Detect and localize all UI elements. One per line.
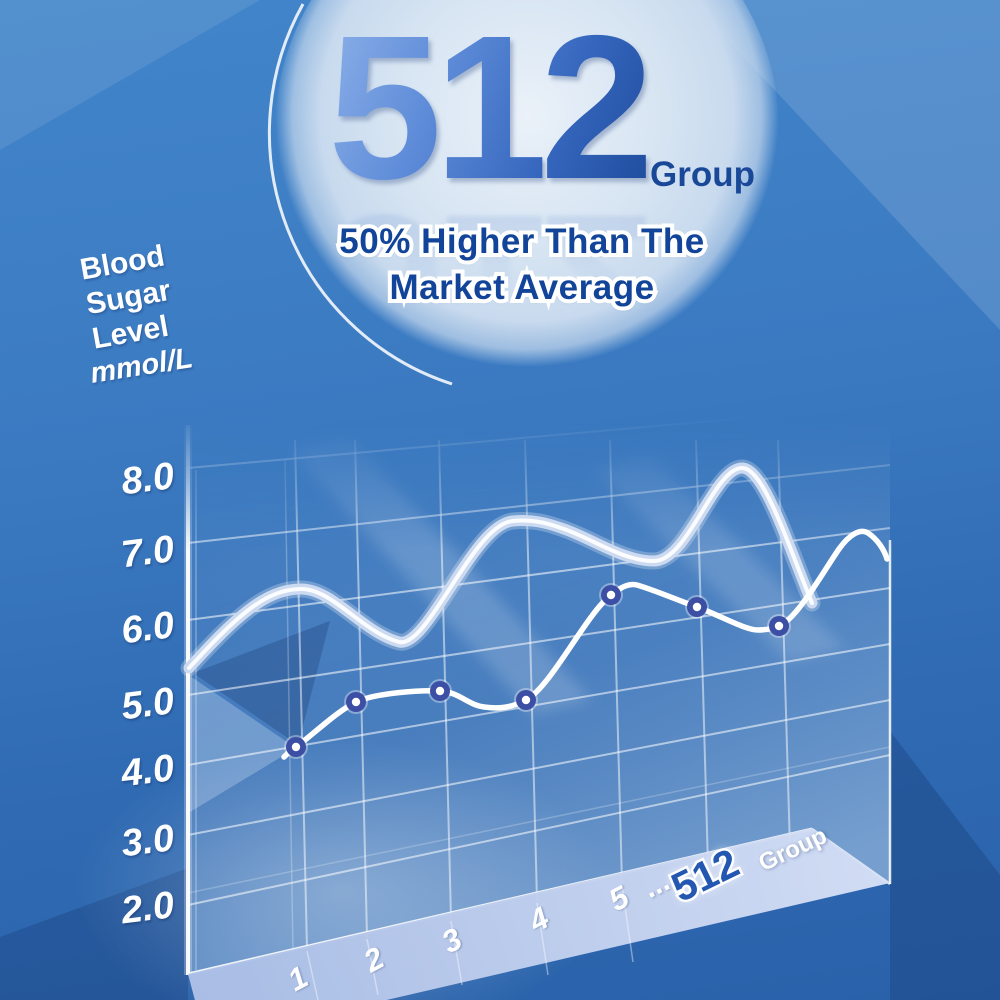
hero-arc-ring bbox=[267, 3, 453, 386]
hero-number: 512 bbox=[328, 5, 688, 218]
subtitle-line-2: Market Average bbox=[339, 265, 705, 311]
hero-group-label: Group bbox=[650, 155, 755, 194]
floor-grid-marks bbox=[306, 885, 634, 1000]
market-average-curve bbox=[180, 459, 821, 677]
bg-floor-shadow-right bbox=[890, 731, 1000, 1000]
data-point-4 bbox=[514, 688, 538, 712]
hero-subtitle: 50% Higher Than The Market Average bbox=[339, 219, 705, 312]
group-curve bbox=[281, 528, 890, 760]
data-point-7 bbox=[767, 614, 791, 638]
grid-lines bbox=[187, 404, 891, 954]
y-axis-title: Blood Sugar Level bbox=[78, 239, 180, 357]
bg-light-band-topleft bbox=[0, 0, 260, 150]
data-point-5 bbox=[599, 583, 623, 607]
data-point-3 bbox=[428, 679, 452, 703]
wave-light-wedge bbox=[190, 676, 296, 812]
data-point-1 bbox=[284, 735, 308, 759]
data-point-markers bbox=[284, 583, 791, 759]
subtitle-line-1: 50% Higher Than The bbox=[339, 219, 705, 265]
data-point-2 bbox=[344, 690, 368, 714]
data-point-6 bbox=[685, 595, 709, 619]
